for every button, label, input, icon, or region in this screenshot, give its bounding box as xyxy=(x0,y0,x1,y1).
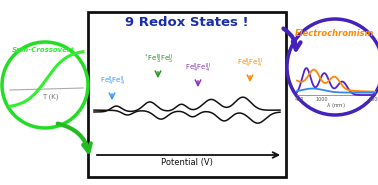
Text: T (K): T (K) xyxy=(42,93,58,100)
Text: $\rm Fe^{II}_{4}Fe^{II}_{4}$: $\rm Fe^{II}_{4}Fe^{II}_{4}$ xyxy=(99,75,124,88)
Text: $\rm Fe^{II}_{4}Fe^{III}_{4}$: $\rm Fe^{II}_{4}Fe^{III}_{4}$ xyxy=(185,62,211,75)
Text: 9 Redox States !: 9 Redox States ! xyxy=(125,16,249,29)
Text: Spin-Crossover*: Spin-Crossover* xyxy=(11,47,74,53)
Text: 1600: 1600 xyxy=(369,97,378,102)
Text: $\rm Fe^{II}_{4}Fe^{III}_{4}$: $\rm Fe^{II}_{4}Fe^{III}_{4}$ xyxy=(237,57,263,70)
Circle shape xyxy=(2,42,88,128)
Text: Electrochromism: Electrochromism xyxy=(295,29,375,38)
Text: Potential (V): Potential (V) xyxy=(161,158,213,167)
Text: 1000: 1000 xyxy=(316,97,328,102)
Text: $\rm {}^*Fe^{III}_{3}Fe^{II}_{5}$: $\rm {}^*Fe^{III}_{3}Fe^{II}_{5}$ xyxy=(143,53,174,66)
Text: 400: 400 xyxy=(294,97,304,102)
Circle shape xyxy=(287,19,378,115)
Text: $\lambda$ (nm): $\lambda$ (nm) xyxy=(326,101,346,110)
Bar xyxy=(88,12,286,177)
